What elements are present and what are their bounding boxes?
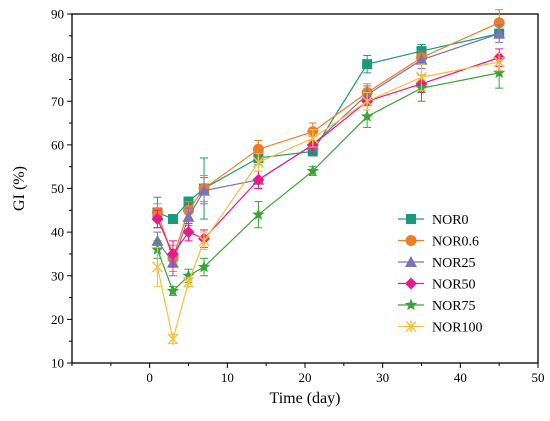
x-tick-label: 0 (146, 370, 153, 385)
legend-label: NOR75 (432, 299, 476, 314)
data-point (492, 66, 506, 79)
data-point (415, 53, 428, 65)
legend-item: NOR100 (398, 320, 483, 336)
y-axis-title: GI (%) (11, 166, 28, 211)
x-tick-label: 30 (376, 370, 389, 385)
legend-item: NOR0 (398, 213, 469, 228)
data-point (307, 132, 319, 145)
y-tick-label: 50 (51, 181, 64, 196)
x-tick-label: 40 (454, 370, 467, 385)
data-point (252, 156, 264, 169)
axes-layer: 0 10 20 30 40 50 10 20 30 40 50 60 70 80 90 (51, 7, 545, 386)
legend-label: NOR100 (432, 321, 483, 336)
data-point (151, 261, 163, 274)
data-point (493, 27, 506, 39)
legend-label: NOR0.6 (432, 235, 479, 250)
data-point (198, 184, 211, 196)
legend-marker (405, 320, 417, 333)
y-tick-label: 10 (51, 356, 64, 371)
legend-marker (405, 235, 417, 246)
legend-item: NOR50 (398, 277, 476, 293)
legend-marker (406, 214, 416, 224)
y-tick-label: 60 (51, 137, 64, 152)
data-point (198, 234, 210, 247)
x-tick-label: 20 (299, 370, 312, 385)
data-point (306, 164, 319, 177)
data-point (151, 213, 164, 226)
data-point (493, 55, 505, 68)
y-tick-label: 70 (51, 94, 64, 109)
legend-label: NOR25 (432, 256, 476, 271)
y-tick-label: 30 (51, 268, 64, 283)
legend-label: NOR50 (432, 278, 476, 293)
data-point (360, 110, 374, 122)
legend-marker (405, 256, 417, 267)
y-tick-label: 20 (51, 312, 64, 327)
data-point (167, 214, 178, 225)
y-tick-label: 90 (51, 7, 64, 22)
legend-label: NOR0 (432, 213, 469, 228)
data-point (182, 226, 195, 239)
series-NOR100 (151, 52, 505, 346)
data-point (252, 143, 264, 155)
plot-area (71, 13, 539, 364)
data-point (182, 269, 195, 282)
y-tick-label: 80 (51, 50, 64, 65)
legend-marker (405, 277, 417, 290)
data-point (182, 210, 195, 222)
y-tick-label: 40 (51, 225, 64, 240)
legend-item: NOR75 (398, 298, 476, 314)
legend-item: NOR0.6 (398, 235, 479, 250)
data-point (362, 59, 373, 70)
data-point (252, 208, 265, 220)
data-point (183, 276, 194, 289)
x-tick-label: 10 (221, 370, 234, 385)
plot-frame (71, 13, 539, 364)
data-point (197, 260, 211, 273)
legend-marker (404, 298, 418, 311)
data-point (167, 333, 179, 346)
data-point (166, 247, 179, 260)
data-point (493, 17, 505, 29)
legend: NOR0 NOR0.6 NOR25 NOR50 NOR75 NOR100 (398, 213, 483, 336)
x-axis-title: Time (day) (270, 390, 341, 407)
x-tick-label: 50 (532, 370, 545, 385)
data-point (416, 71, 427, 84)
data-point (252, 173, 265, 186)
data-point (166, 284, 180, 297)
legend-item: NOR25 (398, 256, 476, 271)
series-layer (151, 9, 506, 346)
data-point (361, 95, 373, 108)
